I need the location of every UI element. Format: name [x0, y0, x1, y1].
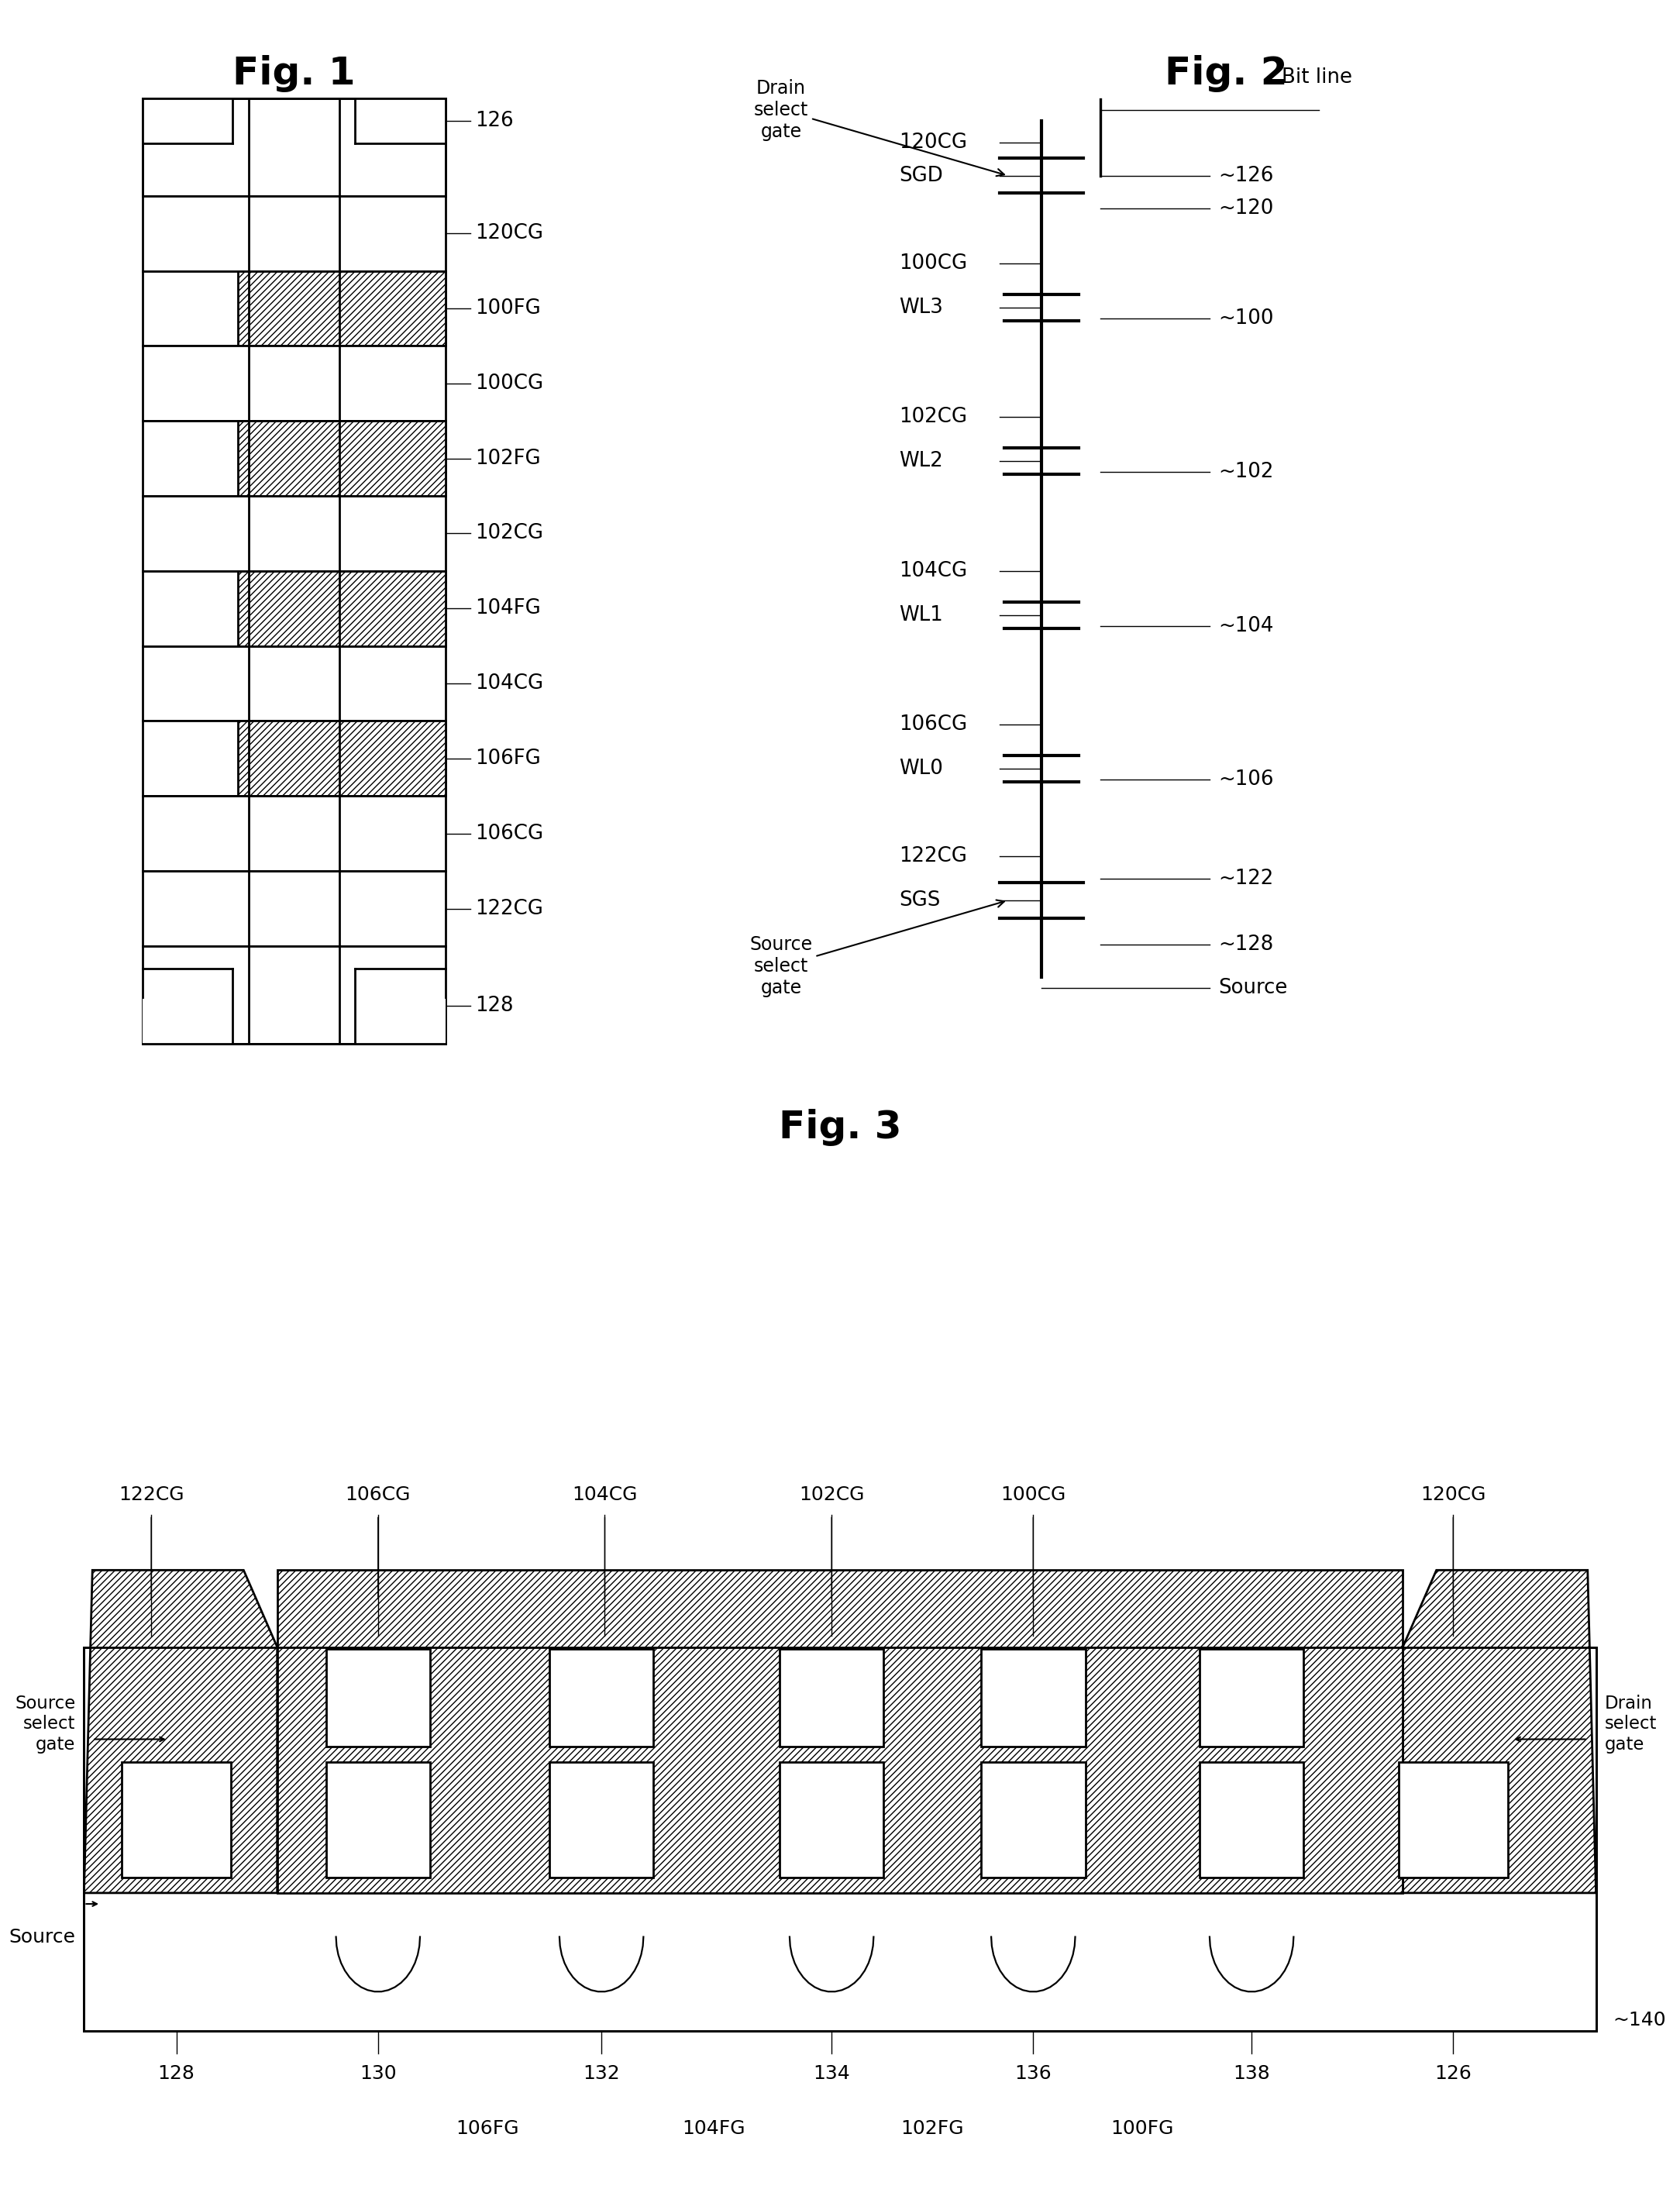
Text: WL0: WL0 [899, 758, 942, 780]
Bar [121, 1761, 232, 1878]
Text: 128: 128 [475, 997, 514, 1017]
Text: WL1: WL1 [899, 604, 942, 626]
Polygon shape [84, 1570, 277, 1893]
Bar [239, 422, 445, 496]
Text: 122CG: 122CG [119, 1487, 183, 1504]
Text: 122CG: 122CG [475, 898, 544, 918]
Bar [239, 270, 445, 345]
Text: 100CG: 100CG [475, 373, 544, 393]
Text: Source
select
gate: Source select gate [15, 1695, 76, 1752]
Bar [143, 345, 445, 422]
Text: ~120: ~120 [1218, 198, 1273, 220]
Bar [84, 1647, 1596, 2031]
Text: ~106: ~106 [1218, 769, 1273, 791]
Bar [326, 1649, 430, 1748]
Text: 134: 134 [813, 2064, 850, 2082]
Bar [1399, 1761, 1509, 1878]
Text: 120CG: 120CG [899, 132, 968, 154]
Bar [143, 99, 445, 195]
Text: 102CG: 102CG [899, 406, 968, 428]
Bar [326, 1761, 430, 1878]
Text: 100FG: 100FG [1110, 2119, 1174, 2137]
Text: 102CG: 102CG [800, 1487, 864, 1504]
Bar [143, 720, 445, 795]
Bar [239, 571, 445, 646]
Text: 106CG: 106CG [475, 824, 544, 843]
Polygon shape [277, 1570, 1403, 1893]
Text: 130: 130 [360, 2064, 396, 2082]
Text: 120CG: 120CG [1421, 1487, 1485, 1504]
Bar [239, 720, 445, 795]
Bar [143, 571, 445, 646]
Text: 136: 136 [1015, 2064, 1052, 2082]
Text: 126: 126 [1435, 2064, 1472, 2082]
Text: ~122: ~122 [1218, 867, 1273, 889]
Text: 104CG: 104CG [899, 560, 968, 582]
Bar [549, 1649, 654, 1748]
Bar [143, 999, 234, 1043]
Text: ~140: ~140 [1613, 2012, 1667, 2029]
Text: 106FG: 106FG [475, 749, 541, 769]
Text: 106CG: 106CG [899, 714, 968, 736]
Bar [1200, 1761, 1304, 1878]
Bar [84, 1647, 1596, 2031]
Bar [143, 270, 445, 345]
Bar [143, 496, 445, 571]
Text: 126: 126 [475, 110, 514, 132]
Bar [780, 1649, 884, 1748]
Text: 102FG: 102FG [475, 448, 541, 468]
Bar [143, 946, 445, 1043]
Text: Bit line: Bit line [1282, 68, 1352, 88]
Text: 104FG: 104FG [475, 597, 541, 619]
Bar [143, 121, 445, 195]
Bar [143, 872, 445, 946]
Text: Fig. 3: Fig. 3 [778, 1109, 902, 1146]
Polygon shape [1403, 1570, 1596, 1893]
Text: ~102: ~102 [1218, 461, 1273, 483]
Bar [981, 1761, 1085, 1878]
Text: Drain
select
gate: Drain select gate [754, 79, 1005, 176]
Bar [981, 1649, 1085, 1748]
Text: Fig. 1: Fig. 1 [232, 55, 356, 92]
Text: Fig. 2: Fig. 2 [1164, 55, 1289, 92]
Text: 106FG: 106FG [455, 2119, 519, 2137]
Text: 106CG: 106CG [346, 1487, 410, 1504]
Bar [143, 99, 234, 143]
Text: 132: 132 [583, 2064, 620, 2082]
Text: 104CG: 104CG [573, 1487, 637, 1504]
Bar [780, 1761, 884, 1878]
Text: ~104: ~104 [1218, 615, 1273, 637]
Text: WL3: WL3 [899, 296, 942, 318]
Text: 120CG: 120CG [475, 224, 544, 244]
Text: 104CG: 104CG [475, 674, 544, 694]
Bar [143, 795, 445, 872]
Text: 100FG: 100FG [475, 299, 541, 318]
Bar [1200, 1649, 1304, 1748]
Bar [549, 1761, 654, 1878]
Text: 100CG: 100CG [899, 253, 968, 274]
Text: Drain
select
gate: Drain select gate [1604, 1695, 1656, 1752]
Text: ~126: ~126 [1218, 165, 1273, 187]
Bar [84, 1893, 1596, 2031]
Text: 122CG: 122CG [899, 845, 968, 867]
Text: 102CG: 102CG [475, 523, 544, 545]
Text: 104FG: 104FG [682, 2119, 746, 2137]
Text: Source
select
gate: Source select gate [749, 900, 1005, 997]
Text: 128: 128 [158, 2064, 195, 2082]
Bar [143, 195, 445, 270]
Text: SGS: SGS [899, 889, 941, 911]
Text: WL2: WL2 [899, 450, 942, 472]
Text: 100CG: 100CG [1001, 1487, 1065, 1504]
Text: 138: 138 [1233, 2064, 1270, 2082]
Bar [143, 422, 445, 496]
Text: Source: Source [1218, 977, 1287, 999]
Bar [354, 999, 445, 1043]
Text: ~100: ~100 [1218, 307, 1273, 329]
Text: 102FG: 102FG [900, 2119, 964, 2137]
Text: ~128: ~128 [1218, 933, 1273, 955]
Bar [143, 646, 445, 720]
Text: Source: Source [8, 1928, 76, 1946]
Bar [354, 99, 445, 143]
Text: SGD: SGD [899, 165, 942, 187]
